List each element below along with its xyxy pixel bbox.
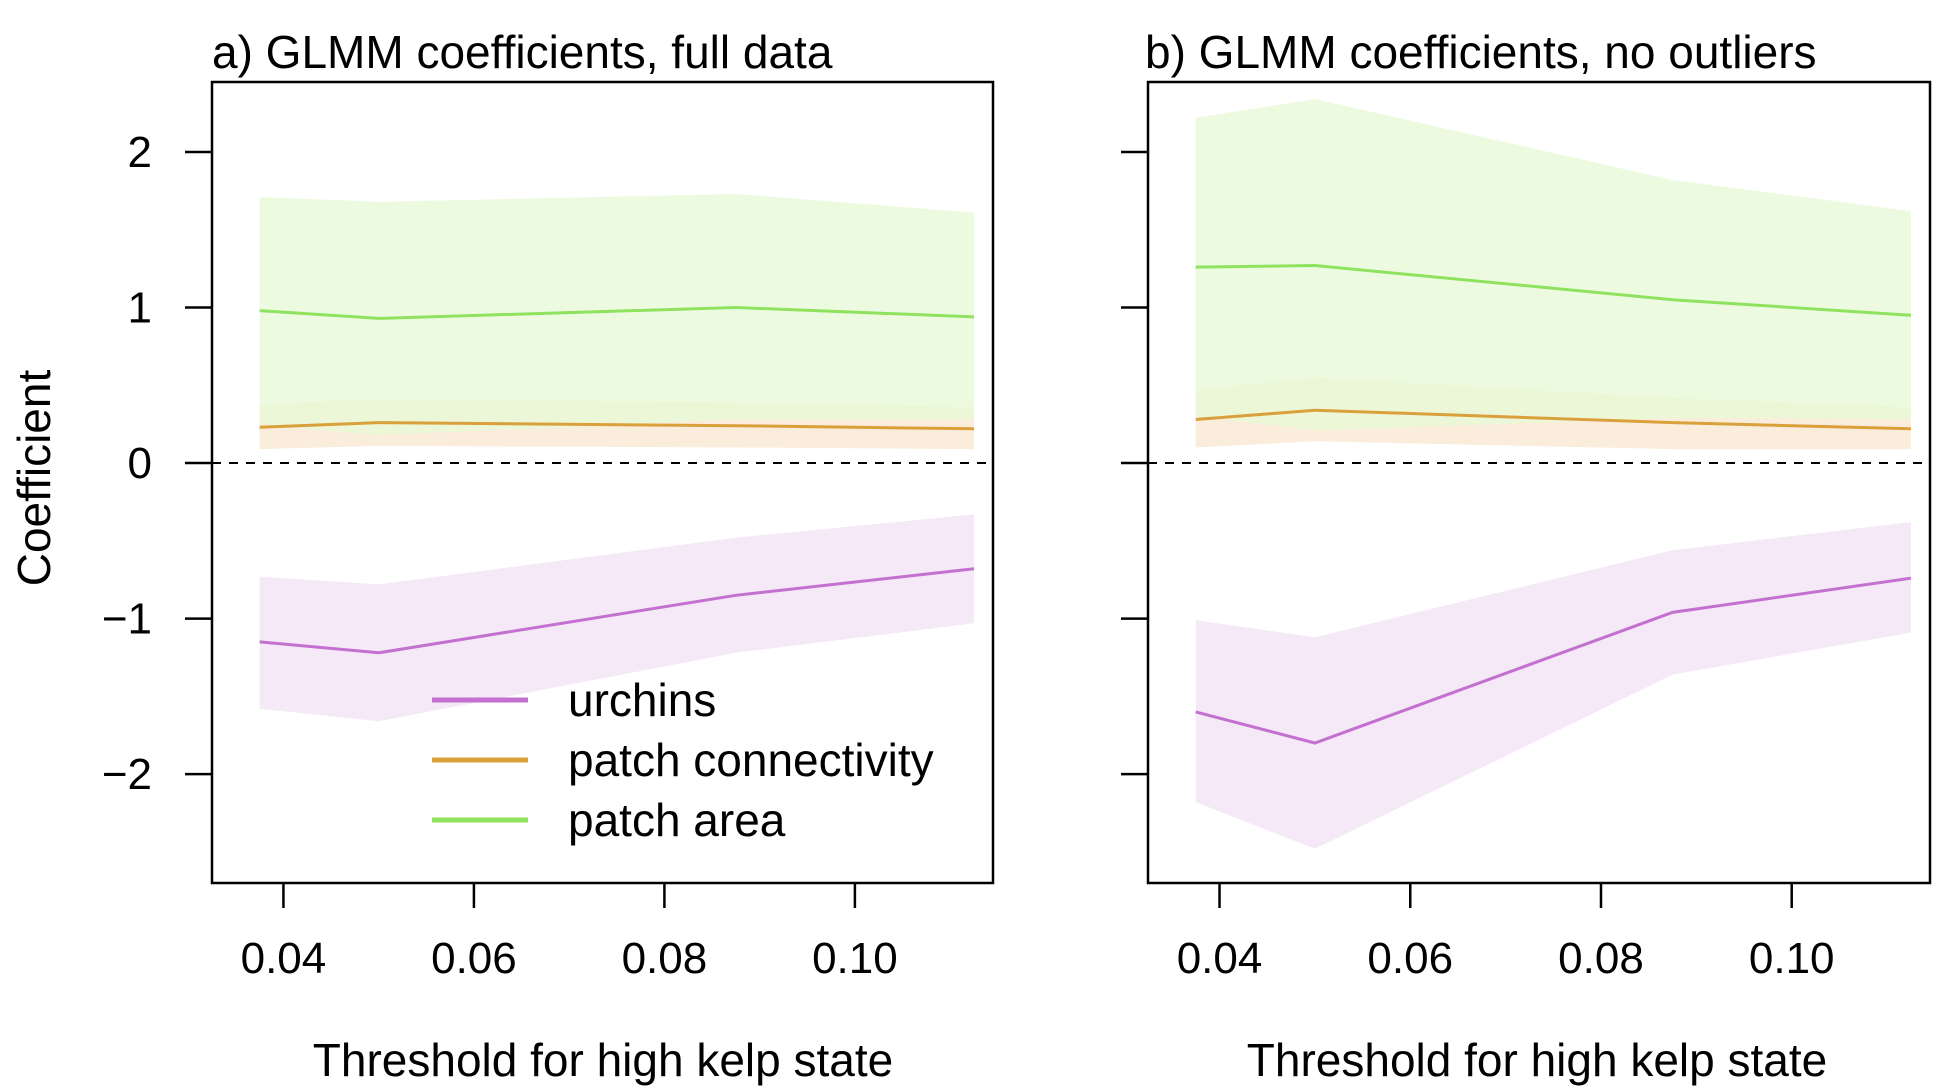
legend-label-patch-connectivity: patch connectivity: [568, 734, 934, 786]
x-tick-label: 0.04: [1177, 934, 1263, 983]
legend: urchins patch connectivity patch area: [432, 674, 934, 846]
x-tick-label: 0.06: [1367, 934, 1453, 983]
panel-b-lines: [1195, 263, 1912, 745]
panel-b-x-axis: 0.04 0.06 0.08 0.10: [1177, 883, 1835, 983]
panel-b-line-urchins: [1195, 576, 1912, 745]
x-tick-label: 0.08: [622, 934, 708, 983]
panel-a-band-urchins: [259, 514, 975, 722]
x-tick-label: 0.06: [431, 934, 517, 983]
legend-label-urchins: urchins: [568, 674, 716, 726]
panel-a-line-patch-area: [259, 305, 975, 320]
panel-b-frame: [1146, 80, 1932, 885]
panel-b-x-axis-label: Threshold for high kelp state: [1247, 1034, 1827, 1086]
panel-a-line-patch-connectivity: [259, 421, 975, 431]
y-tick-label: 0: [128, 439, 152, 488]
legend-label-patch-area: patch area: [568, 794, 786, 846]
panel-b-line-patch-connectivity: [1195, 408, 1911, 431]
panel-a-frame: [210, 80, 995, 885]
panel-a-line-urchins: [259, 567, 975, 655]
panel-a-x-axis-label: Threshold for high kelp state: [313, 1034, 893, 1086]
panel-b: b) GLMM coefficients, no outliers 0.04 0.…: [1121, 26, 1932, 1086]
panel-b-title: b) GLMM coefficients, no outliers: [1145, 26, 1817, 78]
panel-a-title: a) GLMM coefficients, full data: [212, 26, 833, 78]
x-tick-label: 0.04: [241, 934, 327, 983]
y-tick-label: −1: [102, 595, 152, 644]
x-tick-label: 0.08: [1558, 934, 1644, 983]
x-tick-label: 0.10: [812, 934, 898, 983]
y-tick-label: 1: [128, 284, 152, 333]
panel-a-band-patch-area: [259, 194, 975, 436]
x-tick-label: 0.10: [1749, 934, 1835, 983]
panel-b-y-axis: [1121, 150, 1148, 776]
y-tick-label: 2: [128, 128, 152, 177]
panel-b-band-patch-area: [1195, 99, 1911, 431]
panel-a-y-axis: −2 −1 0 1 2: [102, 128, 212, 799]
panel-a-lines: [259, 305, 975, 655]
panel-a-x-axis: 0.04 0.06 0.08 0.10: [241, 883, 898, 983]
y-tick-label: −2: [102, 750, 152, 799]
panel-b-line-patch-area: [1195, 263, 1911, 317]
panel-a: a) GLMM coefficients, full data 0.04 0.06…: [8, 26, 995, 1086]
panel-a-bands: [259, 194, 975, 722]
y-axis-label: Coefficient: [8, 370, 60, 587]
